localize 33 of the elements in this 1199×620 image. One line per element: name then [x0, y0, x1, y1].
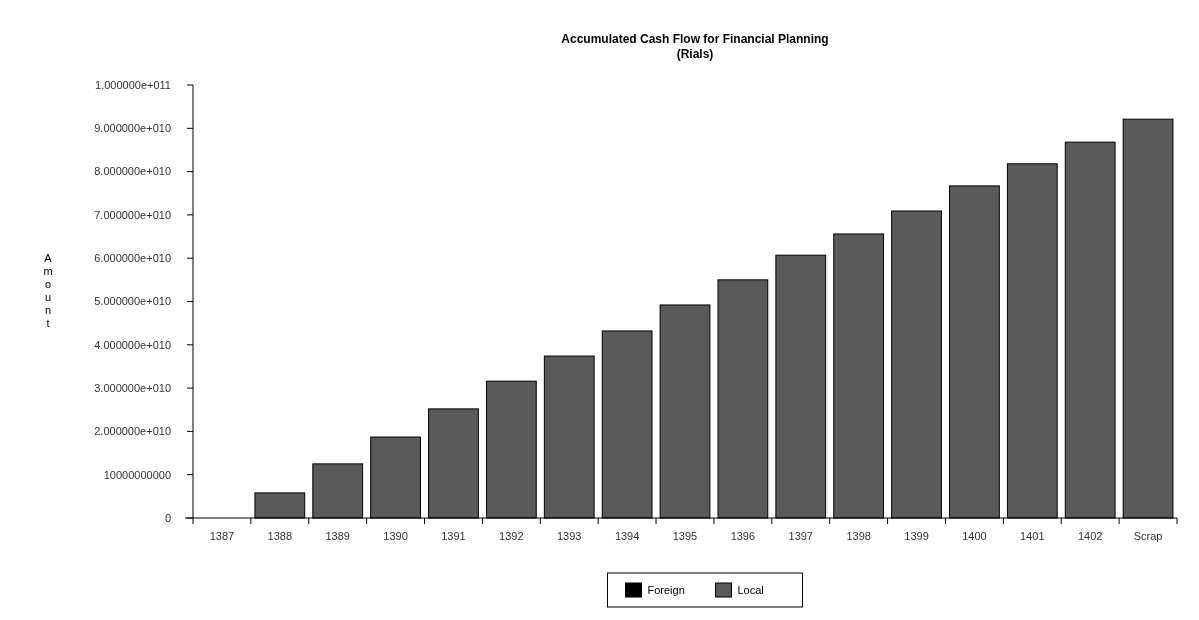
- x-tick-label: 1402: [1077, 530, 1103, 542]
- x-tick-label: 1395: [672, 530, 698, 542]
- x-tick-label: 1396: [730, 530, 756, 542]
- y-tick-label: 5.000000e+010: [94, 295, 171, 308]
- x-tick-label: 1387: [209, 530, 235, 542]
- y-tick-label: 7.000000e+010: [94, 208, 171, 221]
- chart-title: Accumulated Cash Flow for Financial Planning: [561, 32, 829, 46]
- x-tick-label: 1393: [556, 530, 582, 542]
- y-tick-label: 1.000000e+011: [95, 78, 171, 91]
- y-tick-label: 2.000000e+010: [94, 425, 171, 438]
- x-tick-label: 1391: [441, 530, 466, 542]
- x-tick-label: 1389: [325, 530, 350, 542]
- y-tick-label: 8.000000e+010: [94, 165, 171, 178]
- x-tick-label: Scrap: [1133, 530, 1163, 542]
- y-tick-label: 9.000000e+010: [94, 122, 171, 135]
- y-tick-label: 3.000000e+010: [94, 381, 171, 394]
- x-tick-label: 1397: [788, 530, 814, 542]
- y-axis-title: Amount: [43, 251, 53, 329]
- y-tick-label: 4.000000e+010: [94, 338, 171, 351]
- x-tick-label: 1398: [846, 530, 871, 542]
- y-tick-label: 0: [164, 511, 171, 524]
- x-tick-label: 1394: [614, 530, 640, 542]
- x-tick-label: 1400: [962, 530, 987, 542]
- y-tick-label: 10000000000: [103, 468, 171, 481]
- y-tick-label: 6.000000e+010: [94, 252, 171, 265]
- x-tick-label: 1388: [267, 530, 293, 542]
- x-tick-label: 1390: [383, 530, 408, 542]
- legend-label: Local: [737, 583, 764, 596]
- legend-label: Foreign: [647, 583, 685, 596]
- x-tick-label: 1392: [499, 530, 524, 542]
- x-tick-label: 1399: [904, 530, 929, 542]
- x-tick-label: 1401: [1020, 530, 1045, 542]
- chart-subtitle: (Rials): [676, 47, 714, 61]
